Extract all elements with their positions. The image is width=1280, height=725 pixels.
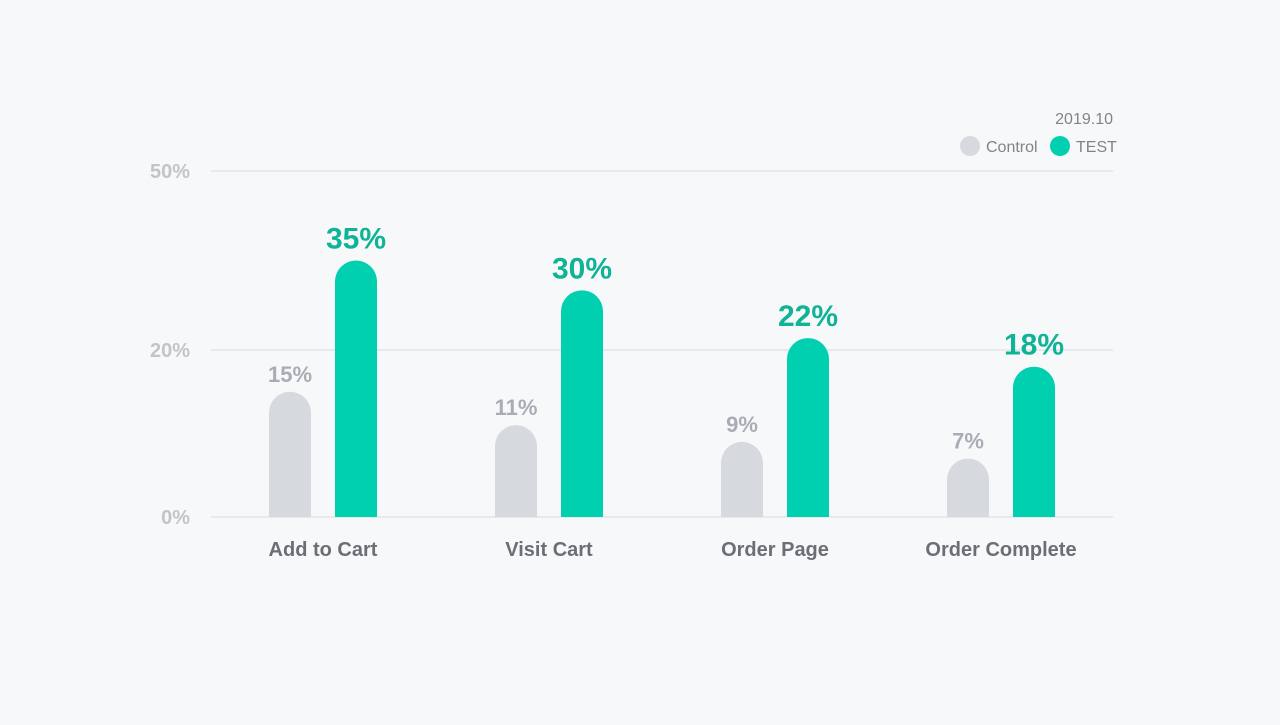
bar-control-order-page: [721, 441, 763, 517]
bar-test-order-complete: [1013, 366, 1055, 517]
category-label: Visit Cart: [505, 539, 593, 561]
legend-swatch-test: [1050, 136, 1070, 156]
bar-control-add-to-cart: [269, 391, 311, 517]
legend-label-test: TEST: [1076, 139, 1117, 156]
value-label-control: 15%: [268, 362, 312, 387]
value-label-control: 9%: [726, 412, 758, 437]
value-label-control: 7%: [952, 429, 984, 454]
category-label: Order Page: [721, 539, 829, 561]
legend-label-control: Control: [986, 139, 1038, 156]
category-label: Order Complete: [925, 539, 1076, 561]
value-label-control: 11%: [495, 395, 538, 420]
bar-test-order-page: [787, 338, 829, 517]
y-tick-label: 20%: [150, 340, 190, 362]
y-tick-label: 0%: [161, 507, 190, 529]
bar-test-visit-cart: [561, 290, 603, 517]
bar-control-visit-cart: [495, 425, 537, 517]
chart-date: 2019.10: [1055, 111, 1113, 128]
value-label-test: 22%: [778, 300, 838, 333]
value-label-test: 18%: [1004, 329, 1064, 362]
category-label: Add to Cart: [269, 539, 378, 561]
value-label-test: 35%: [326, 223, 386, 256]
chart-header: 2019.10: [1055, 111, 1113, 128]
value-labels: 15% 35% 11% 30% 9% 22% 7% 18%: [268, 223, 1064, 454]
y-axis-ticks: 0% 20% 50%: [150, 161, 190, 529]
bar-test-add-to-cart: [335, 260, 377, 517]
x-axis-categories: Add to Cart Visit Cart Order Page Order Com…: [269, 539, 1077, 561]
value-label-test: 30%: [552, 252, 612, 285]
y-tick-label: 50%: [150, 161, 190, 183]
bar-control-order-complete: [947, 458, 989, 517]
bars: [269, 260, 1055, 517]
legend-swatch-control: [960, 136, 980, 156]
legend-item-control: Control: [960, 136, 1038, 156]
legend-item-test: TEST: [1050, 136, 1117, 156]
legend: Control TEST: [960, 136, 1117, 156]
